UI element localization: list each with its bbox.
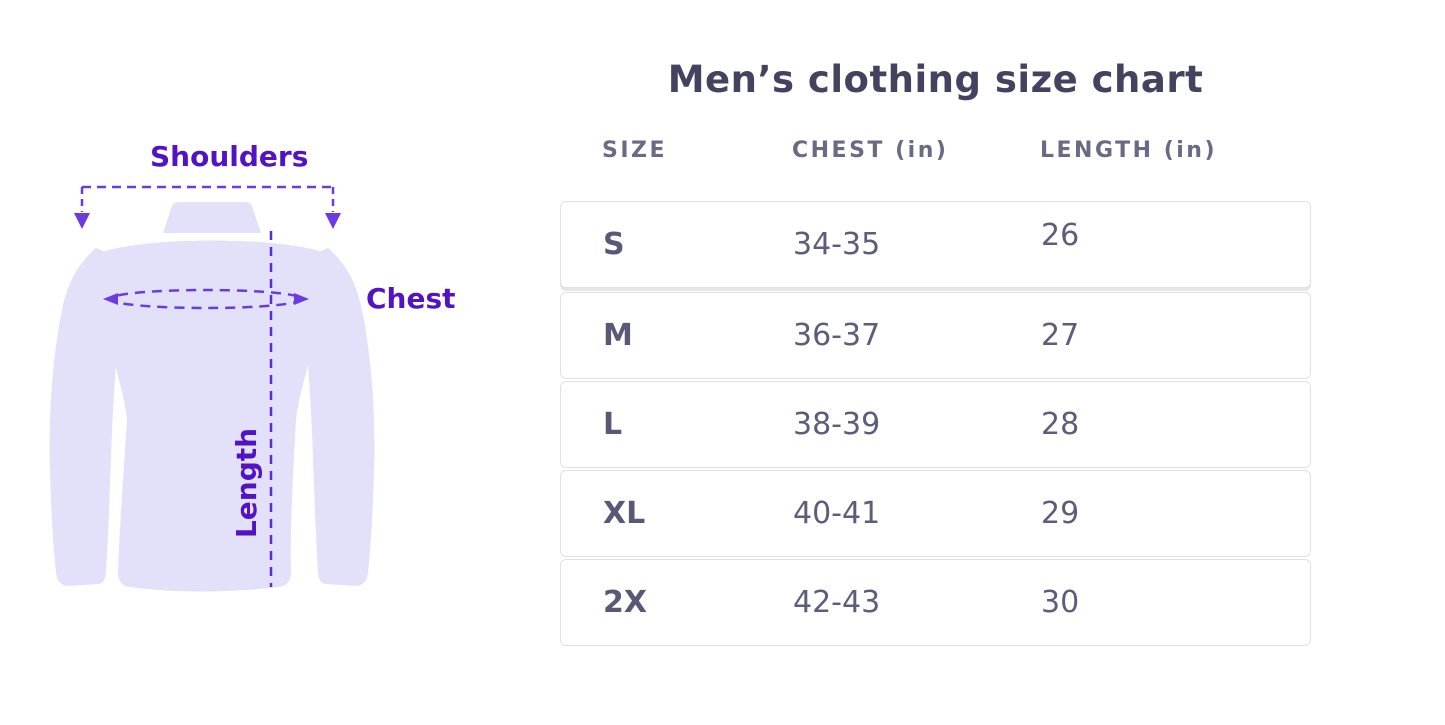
chest-cell: 36-37: [793, 318, 881, 353]
shoulders-measure-line: [80, 185, 335, 212]
size-table-header: SIZE CHEST (in) LENGTH (in): [560, 138, 1311, 163]
length-label: Length: [230, 427, 263, 539]
size-cell: XL: [603, 496, 646, 531]
table-row: L 38-39 28: [560, 381, 1311, 468]
length-cell: 27: [1041, 318, 1080, 353]
table-row: 2X 42-43 30: [560, 559, 1311, 646]
size-cell: M: [603, 318, 633, 353]
chest-left-arrow-icon: [103, 293, 118, 305]
shoulders-right-arrow-icon: [325, 213, 341, 229]
chest-cell: 38-39: [793, 407, 881, 442]
chest-cell: 40-41: [793, 496, 881, 531]
length-cell: 30: [1041, 585, 1080, 620]
shoulders-left-arrow-icon: [74, 213, 90, 229]
chest-right-arrow-icon: [294, 293, 309, 305]
shirt-collar: [163, 202, 261, 233]
size-cell: L: [603, 407, 623, 442]
size-table: SIZE CHEST (in) LENGTH (in) S 34-35 26 M…: [560, 138, 1311, 648]
length-cell: 28: [1041, 407, 1080, 442]
length-cell: 29: [1041, 496, 1080, 531]
size-cell: S: [603, 227, 625, 262]
shirt-diagram: [49, 185, 375, 592]
chest-cell: 42-43: [793, 585, 881, 620]
shirt-body: [96, 240, 328, 592]
chest-cell: 34-35: [793, 227, 881, 262]
table-row: M 36-37 27: [560, 292, 1311, 379]
shirt-left-sleeve: [49, 248, 123, 586]
header-size: SIZE: [602, 138, 668, 163]
table-row: XL 40-41 29: [560, 470, 1311, 557]
shirt-silhouette: [49, 202, 375, 592]
shoulders-label: Shoulders: [150, 140, 309, 173]
size-cell: 2X: [603, 585, 648, 620]
size-table-body: S 34-35 26 M 36-37 27 L 38-39 28 XL 40-4…: [560, 201, 1311, 646]
header-length: LENGTH (in): [1040, 138, 1218, 163]
page-title: Men’s clothing size chart: [667, 58, 1204, 101]
chest-label: Chest: [366, 282, 456, 315]
table-row: S 34-35 26: [560, 201, 1311, 288]
header-chest: CHEST (in): [792, 138, 949, 163]
shirt-right-sleeve: [301, 248, 375, 586]
length-cell: 26: [1041, 218, 1080, 253]
